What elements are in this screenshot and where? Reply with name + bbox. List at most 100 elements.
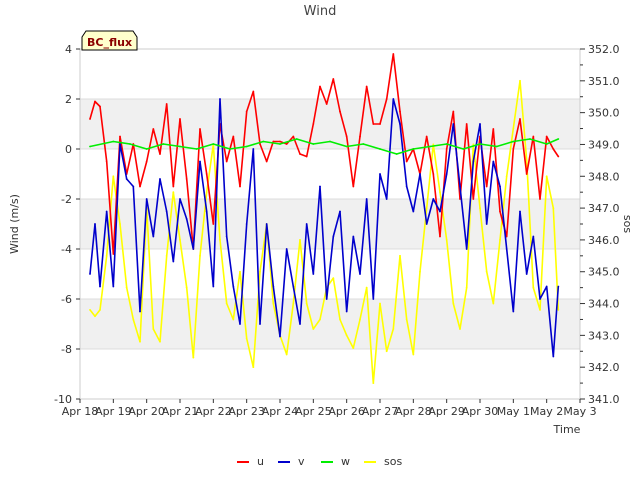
point-v [499,185,501,188]
tick-label-right: 345.0 [588,266,620,279]
legend: u v w sos [237,455,402,468]
point-u [359,135,361,138]
legend-label-sos: sos [384,455,402,468]
point-u [245,110,248,113]
point-w [112,140,115,143]
tick-label-x: May 1 [497,405,530,418]
point-w [462,148,465,150]
point-sos [512,127,515,130]
point-sos [479,207,481,209]
point-sos [339,318,341,321]
point-w [312,143,315,145]
point-v [539,298,541,300]
tick-label-left: -4 [61,243,72,256]
point-u [445,148,448,150]
point-w [445,143,448,145]
tick-label-right: 342.0 [588,361,620,374]
point-v [359,273,361,275]
point-u [179,118,181,120]
point-v [465,248,468,250]
point-u [139,185,141,188]
tick-label-right: 344.0 [588,298,620,311]
point-v [459,185,461,188]
series-sos-line [89,80,560,384]
point-u [465,123,468,125]
point-w [145,148,148,150]
point-u [392,53,395,55]
y-axis-right-label: sos [621,215,634,233]
point-w [295,138,298,140]
point-w [429,145,431,148]
point-v [557,285,560,288]
point-v [105,210,108,213]
legend-label-v: v [298,455,305,468]
point-sos [112,175,115,178]
point-u [385,98,388,100]
point-u [159,153,161,155]
point-w [495,145,498,148]
tick-label-left: -6 [61,293,72,306]
point-v [472,160,475,163]
point-v [219,98,221,100]
badge-shape [81,30,138,51]
point-v [125,178,128,180]
point-v [445,173,448,175]
point-u [259,143,261,145]
point-w [229,148,231,150]
point-v [365,198,368,200]
point-sos [385,350,388,353]
tick-label-left: -2 [61,193,72,206]
point-u [272,140,275,143]
point-w [529,138,531,140]
point-sos [132,318,135,321]
point-v [225,235,228,238]
point-v [379,173,381,175]
point-u [345,135,348,138]
point-u [292,135,295,138]
point-v [272,285,275,288]
point-w [512,140,515,143]
point-u [89,118,91,120]
point-u [105,160,108,163]
point-u [325,103,328,105]
point-sos [505,175,508,178]
point-sos [472,143,475,146]
point-w [329,140,331,143]
point-sos [305,302,308,305]
point-v [212,285,215,288]
point-v [345,310,348,313]
point-v [265,223,268,225]
point-u [119,135,121,138]
point-u [539,198,541,200]
point-u [439,235,441,238]
point-sos [445,239,448,241]
point-v [292,285,295,288]
point-sos [525,159,528,162]
point-sos [94,315,96,318]
point-w [395,153,398,155]
series-lines [89,53,560,384]
point-u [239,185,241,188]
chart-title: Wind [304,4,337,19]
tick-label-x: Apr 25 [295,405,332,418]
point-v [139,310,141,313]
point-v [325,298,328,300]
point-u [199,128,201,130]
point-u [552,148,555,150]
point-sos [252,366,255,369]
tick-label-x: Apr 19 [95,405,132,418]
point-sos [185,286,188,289]
tick-label-x: Apr 30 [462,405,499,418]
tick-label-right: 348.0 [588,170,620,183]
point-sos [365,286,368,289]
point-v [192,248,195,250]
point-u [472,198,475,200]
point-sos [345,334,348,337]
tick-label-left: 2 [65,93,72,106]
point-u [172,185,175,188]
point-v [319,185,321,188]
point-sos [485,270,488,273]
point-u [205,173,208,175]
point-sos [199,254,201,257]
point-sos [245,337,248,340]
